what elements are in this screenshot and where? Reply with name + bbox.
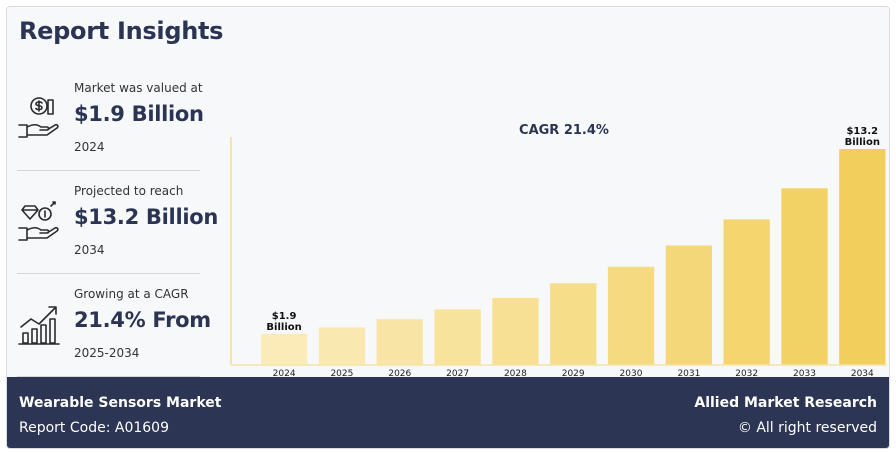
data-label: $13.2 bbox=[846, 126, 878, 137]
growth-chart-icon bbox=[18, 306, 60, 345]
bar-2031 bbox=[665, 245, 712, 365]
stat-value: $13.2 Billion bbox=[74, 205, 219, 229]
diamond-coin-hand-icon bbox=[18, 201, 59, 241]
footer: Wearable Sensors Market Report Code: A01… bbox=[7, 377, 889, 448]
x-tick-label: 2027 bbox=[446, 369, 469, 379]
bar-2024 bbox=[261, 333, 308, 365]
x-tick-label: 2034 bbox=[851, 369, 874, 379]
data-label: Billion bbox=[845, 137, 880, 148]
stat-value: $1.9 Billion bbox=[74, 102, 204, 126]
divider bbox=[17, 376, 200, 377]
x-tick-label: 2025 bbox=[330, 369, 353, 379]
bar-2033 bbox=[781, 188, 828, 365]
x-tick-label: 2031 bbox=[677, 369, 700, 379]
stat-year: 2024 bbox=[74, 140, 105, 154]
x-tick-label: 2026 bbox=[388, 369, 411, 379]
stat-caption: Projected to reach bbox=[74, 184, 184, 198]
bar-2032 bbox=[723, 219, 770, 365]
divider bbox=[17, 170, 200, 171]
market-name: Wearable Sensors Market bbox=[19, 395, 222, 411]
bar-2026 bbox=[376, 319, 423, 365]
x-tick-label: 2028 bbox=[504, 369, 527, 379]
x-tick-label: 2030 bbox=[620, 369, 643, 379]
copyright: © All right reserved bbox=[737, 420, 877, 436]
brand-name: Allied Market Research bbox=[694, 395, 877, 411]
stat-year: 2034 bbox=[74, 243, 105, 257]
x-tick-label: 2032 bbox=[735, 369, 758, 379]
bar-2025 bbox=[318, 327, 366, 365]
money-hand-icon bbox=[18, 97, 59, 138]
stat-caption: Market was valued at bbox=[74, 81, 203, 95]
stat-market-value: Market was valued at $1.9 Billion 2024 bbox=[17, 77, 204, 177]
x-tick-label: 2029 bbox=[562, 369, 585, 379]
divider bbox=[17, 273, 200, 274]
stat-value: 21.4% From bbox=[74, 308, 211, 332]
data-label: Billion bbox=[266, 322, 301, 333]
report-code: Report Code: A01609 bbox=[19, 420, 169, 436]
bar-2029 bbox=[550, 283, 597, 365]
bar-2027 bbox=[434, 309, 481, 365]
chart-title: CAGR 21.4% bbox=[519, 123, 609, 138]
x-tick-label: 2033 bbox=[793, 369, 816, 379]
x-tick-label: 2024 bbox=[273, 369, 296, 379]
report-insights-card: Report Insights Market was valued at $1.… bbox=[6, 6, 890, 449]
stat-projected-value: Projected to reach $13.2 Billion 2034 bbox=[17, 180, 218, 280]
market-growth-bar-chart: CAGR 21.4% 2024 2025 2026 2027 2028 2029 2030 2… bbox=[230, 123, 887, 379]
stat-year: 2025-2034 bbox=[74, 346, 140, 360]
stat-caption: Growing at a CAGR bbox=[74, 287, 189, 301]
bar-2034 bbox=[839, 149, 886, 365]
stat-cagr: Growing at a CAGR 21.4% From 2025-2034 bbox=[17, 283, 211, 383]
page-title: Report Insights bbox=[19, 17, 224, 45]
data-label: $1.9 bbox=[272, 311, 297, 322]
bar-2028 bbox=[492, 297, 539, 365]
bar-2030 bbox=[607, 266, 655, 365]
